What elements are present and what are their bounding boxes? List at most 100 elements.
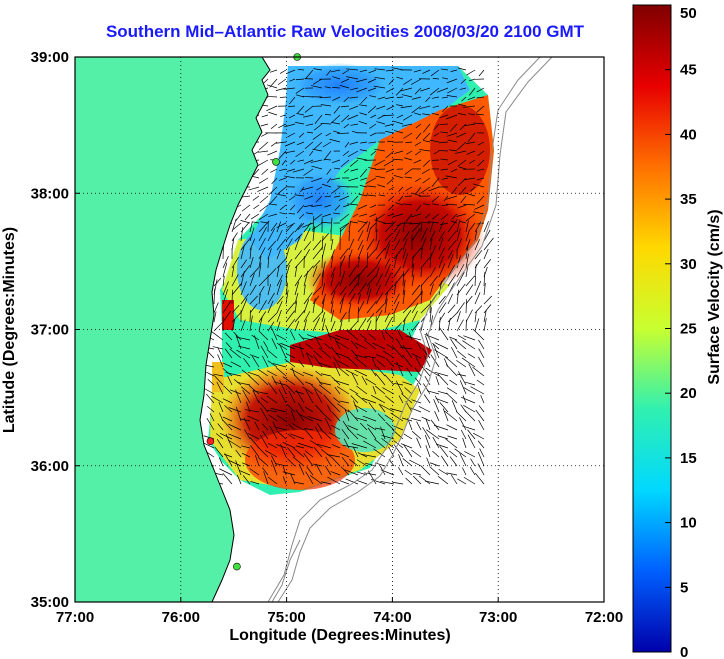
velocity-arrow [288,195,296,201]
velocity-arrow [285,231,295,242]
velocity-arrow [411,247,422,260]
velocity-arrow [222,367,233,377]
velocity-arrow [402,345,413,359]
velocity-arrow [304,428,314,440]
velocity-arrow [411,227,421,242]
velocity-arrow [359,112,368,116]
velocity-arrow [428,186,440,192]
velocity-arrow [267,382,278,395]
velocity-arrow [446,424,458,431]
velocity-arrow [474,275,476,287]
velocity-arrow [276,321,281,332]
velocity-arrow [413,112,422,116]
velocity-arrow [446,95,458,98]
velocity-arrow [260,435,269,449]
velocity-arrow [266,105,278,112]
velocity-arrow [465,284,474,296]
velocity-arrow [459,417,467,431]
velocity-arrow [222,398,233,404]
velocity-arrow [283,175,296,179]
velocity-arrow [254,421,260,431]
velocity-arrow [359,422,368,431]
velocity-arrow [420,186,431,194]
velocity-arrow [431,96,440,99]
velocity-arrow [444,410,458,422]
velocity-arrow [375,213,386,221]
velocity-arrow [249,315,253,332]
velocity-arrow [384,123,395,127]
velocity-arrow [411,78,422,85]
velocity-arrow [447,304,456,314]
velocity-arrow [224,453,233,467]
velocity-arrow [248,186,260,191]
velocity-arrow [249,310,251,323]
velocity-arrow [316,377,323,386]
velocity-arrow [279,204,287,211]
velocity-arrow [262,431,269,440]
velocity-arrow [384,374,395,386]
velocity-arrow [249,227,255,242]
velocity-arrow [450,338,458,350]
velocity-arrow [454,339,467,350]
velocity-arrow [228,407,242,413]
velocity-arrow [228,460,242,467]
velocity-arrow [461,96,467,102]
velocity-arrow [310,440,323,449]
velocity-arrow [283,150,296,154]
velocity-arrow [357,317,367,332]
velocity-arrow [416,421,422,431]
velocity-arrow [311,204,323,207]
velocity-arrow [420,290,423,305]
velocity-arrow [416,383,422,395]
velocity-arrow [399,346,413,350]
velocity-arrow [463,335,476,341]
velocity-arrow [445,438,458,449]
velocity-arrow [424,333,440,341]
velocity-field [199,63,494,495]
velocity-arrow [231,266,235,278]
velocity-arrow [412,475,422,485]
velocity-arrow [243,417,251,431]
velocity-arrow [339,298,344,314]
velocity-arrow [411,449,422,458]
velocity-arrow [242,389,251,404]
velocity-arrow [331,456,341,467]
velocity-arrow [254,455,260,467]
velocity-arrow [366,221,371,233]
velocity-arrow [390,412,404,422]
velocity-arrow [355,342,368,350]
velocity-arrow [393,425,404,431]
velocity-arrow [429,283,434,296]
velocity-arrow [396,104,404,107]
velocity-arrow [311,165,323,170]
velocity-arrow [333,356,341,368]
velocity-arrow [270,407,287,413]
velocity-arrow [324,417,332,431]
velocity-arrow [305,471,314,485]
velocity-arrow [468,363,476,377]
velocity-arrow [375,303,386,314]
velocity-arrow [229,389,242,395]
velocity-arrow [276,334,287,341]
velocity-arrow [303,265,314,278]
velocity-arrow [249,295,258,305]
velocity-arrow [420,266,423,278]
velocity-arrow [476,379,485,386]
velocity-arrow [370,368,377,377]
velocity-arrow [258,220,270,233]
velocity-arrow [294,309,306,323]
velocity-arrow [332,87,341,89]
velocity-arrow [270,123,278,129]
velocity-arrow [294,292,299,305]
velocity-arrow [402,317,406,332]
velocity-arrow [257,457,269,467]
velocity-arrow [458,166,467,170]
velocity-arrow [303,284,306,296]
velocity-arrow [302,386,314,395]
velocity-arrow [373,448,386,458]
velocity-arrow [279,69,287,74]
velocity-arrow [295,150,305,158]
velocity-arrow [312,265,318,278]
velocity-arrow [321,312,325,323]
velocity-arrow [398,186,404,192]
